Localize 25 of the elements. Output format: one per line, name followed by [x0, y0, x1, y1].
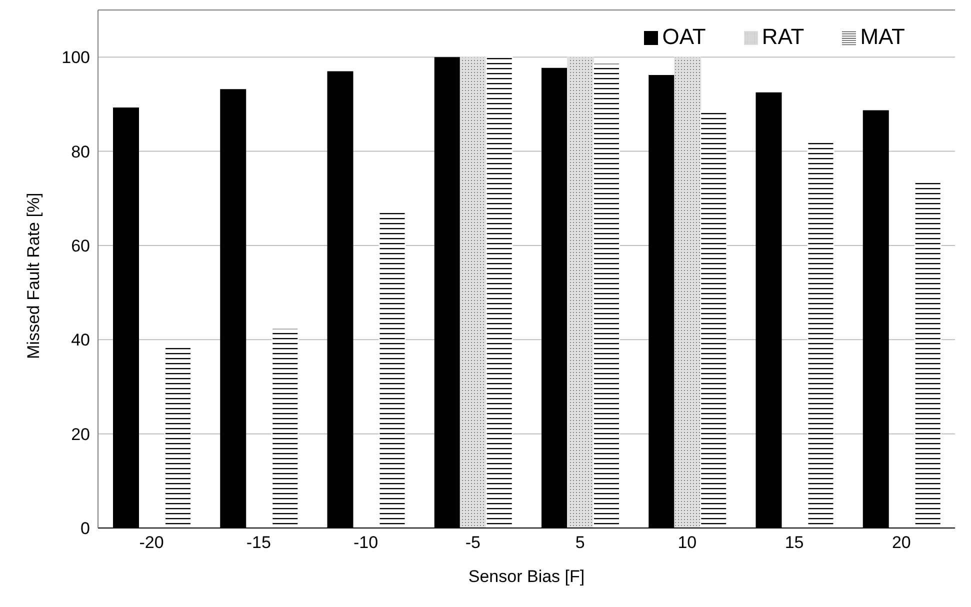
- bar: [592, 62, 620, 528]
- bar: [700, 110, 728, 528]
- y-axis-title: Missed Fault Rate [%]: [24, 192, 44, 359]
- x-tick-label: 5: [575, 533, 585, 552]
- x-tick-label: -20: [139, 533, 164, 552]
- x-tick-label: -15: [246, 533, 271, 552]
- bar: [486, 56, 513, 528]
- x-tick-label: -10: [354, 533, 378, 552]
- x-tick-label: 20: [892, 533, 911, 552]
- legend-label: MAT: [860, 24, 905, 49]
- legend-label: OAT: [662, 24, 706, 49]
- y-tick-label: 60: [71, 236, 90, 256]
- x-tick-label: 10: [678, 533, 697, 552]
- x-tick-label: -5: [465, 533, 480, 552]
- y-tick-label: 80: [71, 142, 90, 162]
- bar: [460, 56, 487, 528]
- x-axis-title: Sensor Bias [F]: [468, 567, 585, 586]
- y-tick-label: 0: [80, 519, 90, 538]
- y-tick-label: 40: [71, 330, 90, 350]
- x-tick-label: 15: [784, 533, 804, 552]
- bar: [674, 56, 702, 528]
- bar: [566, 56, 594, 528]
- y-tick-label: 100: [62, 48, 90, 68]
- y-tick-label: 20: [71, 424, 90, 444]
- legend-label: RAT: [762, 24, 804, 49]
